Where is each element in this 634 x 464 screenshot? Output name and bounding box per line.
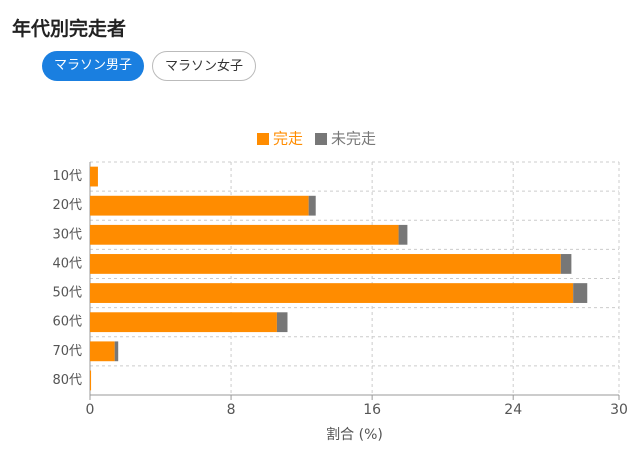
bar bbox=[90, 195, 309, 216]
y-tick-label: 50代 bbox=[52, 286, 82, 301]
bar bbox=[90, 166, 98, 187]
x-tick-label: 8 bbox=[227, 402, 236, 418]
y-tick-label: 20代 bbox=[52, 198, 82, 213]
y-tick-label: 60代 bbox=[52, 315, 82, 330]
bar bbox=[90, 254, 561, 274]
tab[interactable]: マラソン男子 bbox=[42, 51, 145, 81]
bar bbox=[90, 283, 574, 303]
tab[interactable]: マラソン女子 bbox=[152, 51, 257, 81]
bar bbox=[276, 312, 288, 333]
bar bbox=[398, 224, 408, 245]
legend-swatch bbox=[315, 133, 328, 145]
page-title: 年代別完走者 bbox=[12, 18, 127, 40]
bar bbox=[573, 283, 588, 303]
bar bbox=[560, 254, 572, 274]
legend-swatch bbox=[257, 133, 269, 145]
y-tick-label: 70代 bbox=[52, 344, 82, 359]
bar bbox=[90, 341, 115, 362]
y-tick-label: 10代 bbox=[52, 169, 82, 184]
y-tick-label: 30代 bbox=[52, 227, 82, 242]
x-tick-label: 24 bbox=[504, 402, 522, 418]
legend-label: 未完走 bbox=[331, 130, 376, 148]
y-tick-label: 80代 bbox=[52, 373, 82, 388]
x-axis-label: 割合 (%) bbox=[326, 426, 383, 443]
x-tick-label: 30 bbox=[610, 402, 628, 418]
x-tick-label: 0 bbox=[86, 402, 95, 418]
x-tick-label: 16 bbox=[363, 402, 381, 418]
bar bbox=[90, 312, 277, 333]
bar bbox=[114, 341, 119, 362]
bar bbox=[90, 224, 399, 245]
bar bbox=[308, 195, 316, 216]
legend-label: 完走 bbox=[273, 130, 303, 148]
y-tick-label: 40代 bbox=[52, 256, 82, 271]
bar bbox=[90, 370, 92, 391]
